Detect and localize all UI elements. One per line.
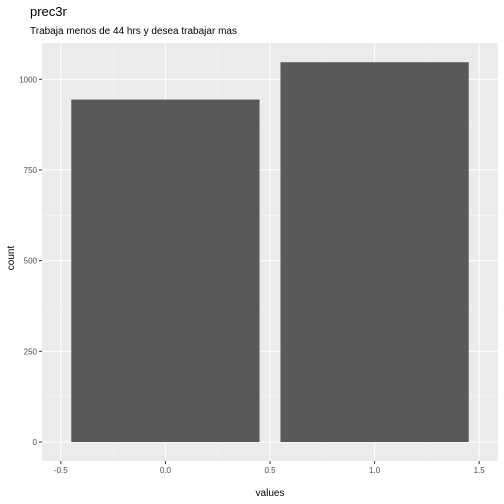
- bar-0: [71, 99, 260, 443]
- y-tick-label: 500: [24, 257, 38, 266]
- y-axis-title: count: [6, 246, 17, 271]
- bar-1: [280, 62, 469, 443]
- y-tick-label: 1000: [19, 75, 37, 84]
- y-tick-label: 250: [24, 347, 38, 356]
- x-axis: -0.5 0.0 0.5 1.0 1.5: [54, 461, 485, 475]
- y-axis: 0 250 500 750 1000: [19, 75, 42, 447]
- bars: [71, 62, 469, 443]
- x-tick-label: 1.0: [369, 466, 381, 475]
- x-tick-label: -0.5: [54, 466, 68, 475]
- y-tick-label: 0: [33, 438, 38, 447]
- x-tick-label: 1.5: [474, 466, 486, 475]
- x-tick-label: 0.0: [160, 466, 172, 475]
- x-axis-title: values: [256, 488, 285, 499]
- chart-subtitle: Trabaja menos de 44 hrs y desea trabajar…: [30, 26, 237, 37]
- chart-title: prec3r: [30, 4, 68, 19]
- y-tick-label: 750: [24, 166, 38, 175]
- x-tick-label: 0.5: [264, 466, 276, 475]
